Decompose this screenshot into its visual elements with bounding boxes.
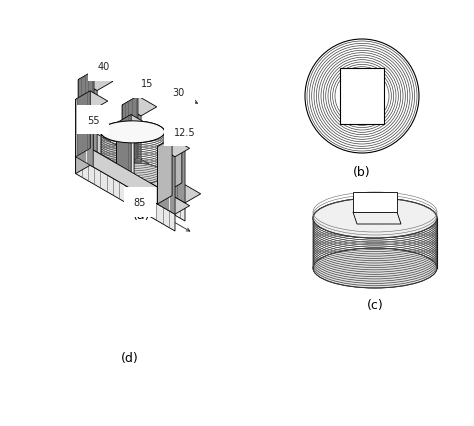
- Polygon shape: [117, 115, 131, 181]
- Polygon shape: [166, 131, 185, 203]
- Polygon shape: [78, 142, 185, 222]
- Polygon shape: [157, 139, 190, 157]
- Polygon shape: [353, 213, 401, 225]
- Polygon shape: [76, 149, 90, 174]
- Ellipse shape: [100, 121, 164, 144]
- Polygon shape: [78, 81, 97, 153]
- Polygon shape: [157, 139, 172, 204]
- Polygon shape: [78, 72, 113, 91]
- Polygon shape: [78, 133, 201, 203]
- Polygon shape: [76, 92, 90, 157]
- Polygon shape: [76, 149, 190, 215]
- Polygon shape: [122, 106, 141, 178]
- Ellipse shape: [313, 248, 437, 288]
- Text: 40: 40: [97, 62, 109, 72]
- Text: 30: 30: [173, 88, 185, 98]
- Text: 12.5: 12.5: [174, 127, 196, 138]
- Polygon shape: [122, 97, 157, 117]
- Polygon shape: [78, 72, 94, 142]
- Text: 15: 15: [141, 79, 154, 89]
- Polygon shape: [76, 100, 93, 167]
- Text: (d): (d): [121, 351, 139, 364]
- Polygon shape: [76, 157, 175, 231]
- Bar: [340, 69, 384, 125]
- Ellipse shape: [313, 199, 437, 239]
- Polygon shape: [166, 122, 182, 193]
- Polygon shape: [76, 100, 93, 167]
- Polygon shape: [78, 142, 185, 222]
- Text: 85: 85: [134, 198, 146, 208]
- Polygon shape: [122, 97, 138, 167]
- Polygon shape: [78, 81, 97, 153]
- Polygon shape: [157, 147, 175, 215]
- Polygon shape: [353, 193, 397, 213]
- Polygon shape: [76, 92, 108, 110]
- Ellipse shape: [100, 164, 164, 185]
- Polygon shape: [117, 124, 134, 191]
- Text: (a): (a): [133, 209, 150, 222]
- Polygon shape: [122, 97, 138, 167]
- Polygon shape: [76, 92, 90, 157]
- Polygon shape: [78, 133, 94, 160]
- Polygon shape: [76, 157, 175, 231]
- Text: (b): (b): [353, 166, 371, 178]
- Polygon shape: [78, 72, 94, 142]
- Polygon shape: [117, 115, 131, 181]
- Ellipse shape: [100, 121, 164, 144]
- Text: (c): (c): [366, 298, 383, 311]
- Polygon shape: [122, 106, 141, 178]
- Polygon shape: [117, 115, 149, 134]
- Polygon shape: [157, 147, 175, 215]
- Text: 55: 55: [87, 115, 100, 125]
- Circle shape: [335, 70, 389, 124]
- Polygon shape: [166, 131, 185, 203]
- Polygon shape: [166, 122, 201, 142]
